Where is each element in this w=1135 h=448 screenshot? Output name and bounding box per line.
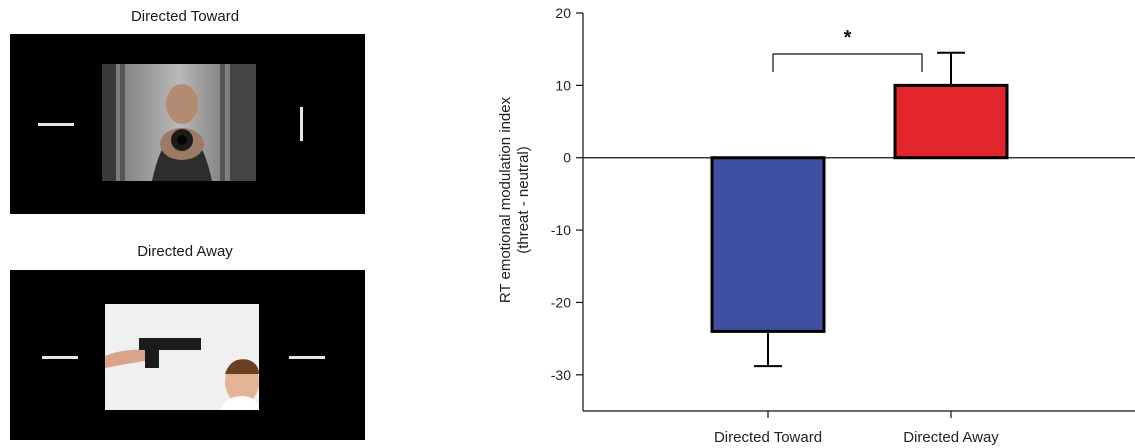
fixation-cue-left — [38, 123, 74, 126]
chart-bars — [710, 51, 1009, 368]
stimulus-photo-toward — [102, 64, 256, 181]
chart-axes — [576, 12, 1135, 418]
y-tick-label: -10 — [551, 222, 571, 238]
significance-marker: * — [844, 27, 852, 49]
stimulus-title-toward: Directed Toward — [130, 8, 240, 25]
stimulus-photo-away — [105, 304, 259, 410]
y-tick-label: 0 — [563, 150, 571, 166]
y-tick-label: -20 — [551, 294, 571, 310]
x-tick-label: Directed Toward — [714, 429, 822, 446]
y-tick-label: 10 — [555, 77, 571, 93]
y-tick-label: 20 — [555, 5, 571, 21]
bar-chart: -30 -20 -10 0 10 20 RT emotional modulation in… — [497, 5, 1135, 446]
significance-bracket — [772, 53, 923, 72]
bar — [893, 83, 1009, 160]
chart-labels: -30 -20 -10 0 10 20 RT emotional modulation in… — [497, 5, 999, 446]
stimulus-panel-toward — [10, 34, 365, 214]
y-axis-label: (threat - neutral) — [515, 146, 532, 254]
stimulus-title-away: Directed Away — [137, 243, 233, 260]
x-tick-label: Directed Away — [903, 429, 999, 446]
fixation-cue-left — [42, 356, 78, 359]
y-tick-label: -30 — [551, 367, 571, 383]
y-axis-label: RT emotional modulation index — [497, 96, 514, 303]
fixation-cue-right — [300, 107, 303, 141]
fixation-cue-right — [289, 356, 325, 359]
stimulus-panel-away — [10, 270, 365, 440]
bar — [710, 156, 826, 333]
